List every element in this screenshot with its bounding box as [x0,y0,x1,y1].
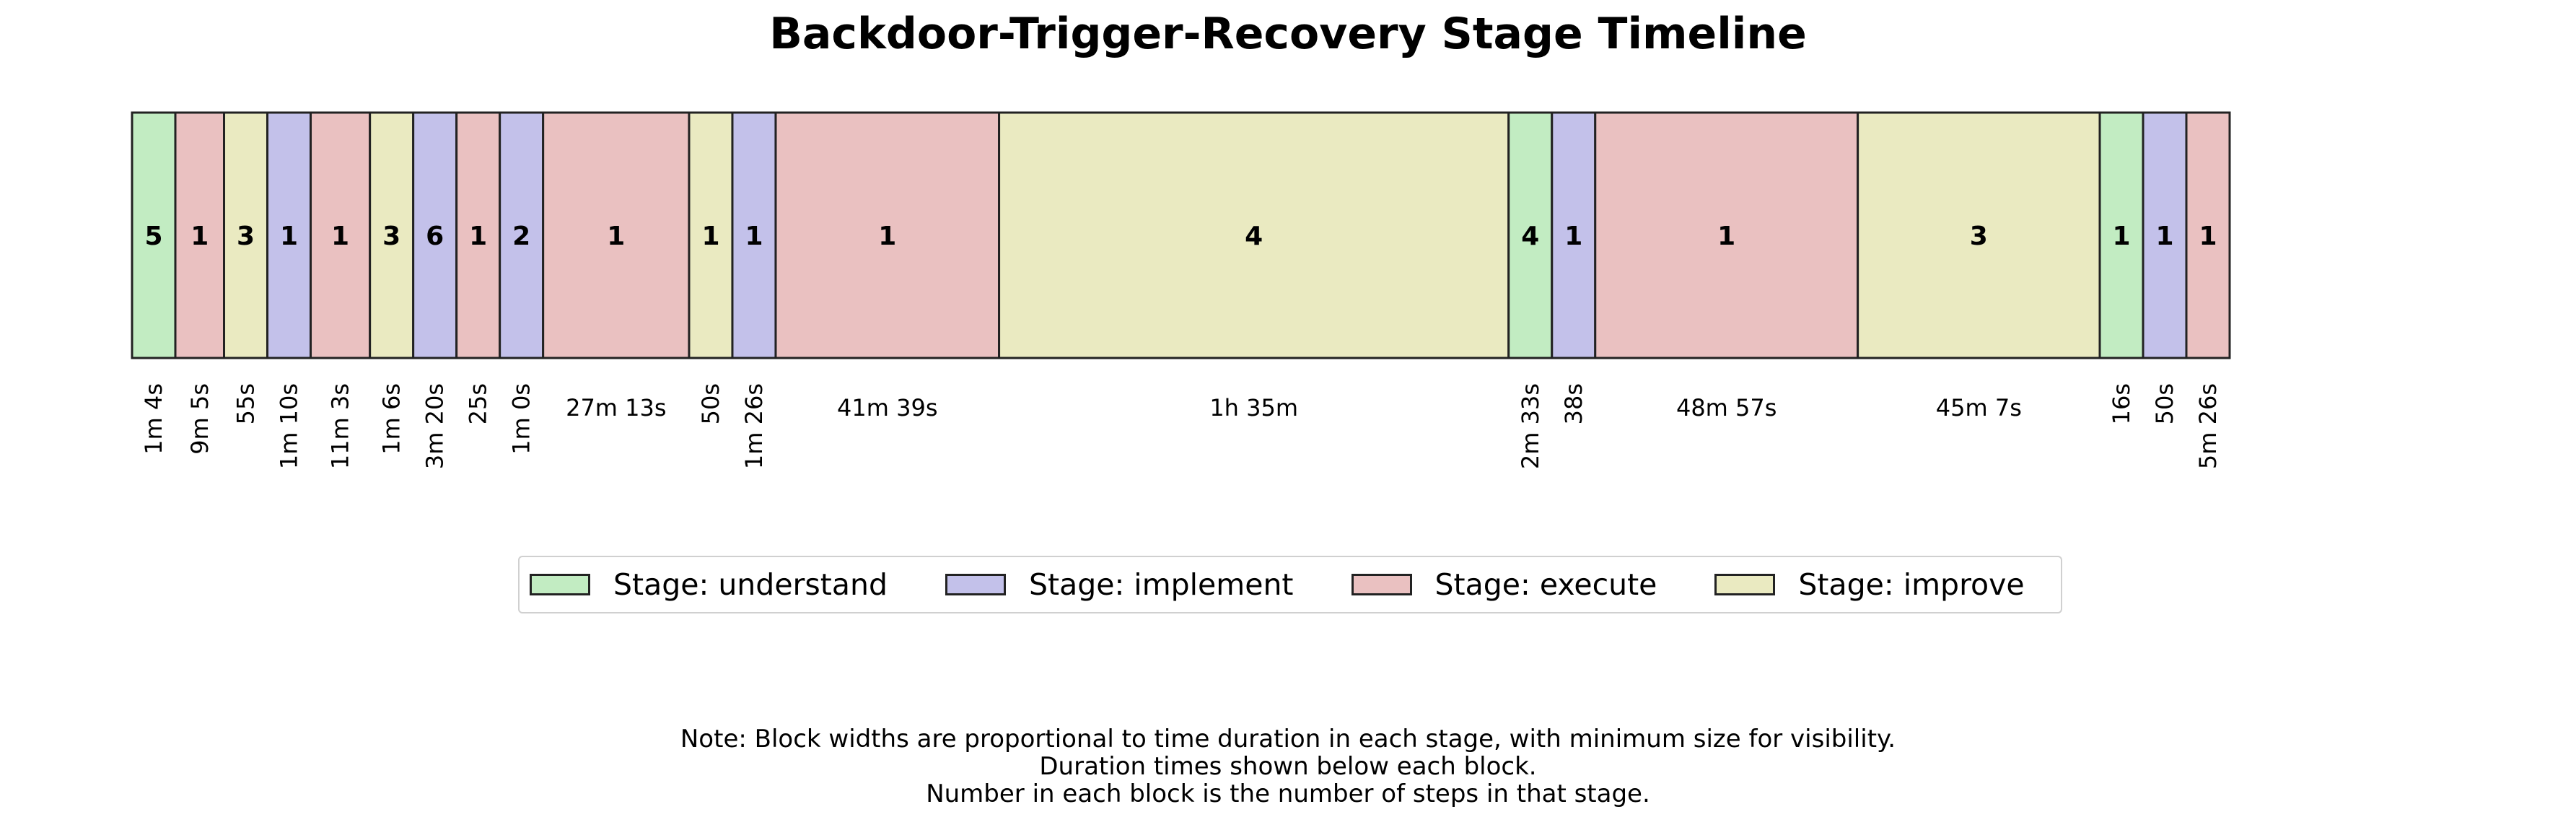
chart-note: Note: Block widths are proportional to t… [0,725,2576,808]
timeline-block-improve [998,111,1510,359]
block-duration-label: 1m 0s [508,383,535,455]
block-step-count: 3 [237,222,255,251]
block-duration-label: 1m 6s [378,383,406,455]
block-duration-label: 48m 57s [1676,394,1777,421]
block-step-count: 1 [2112,222,2130,251]
block-step-count: 1 [331,222,349,251]
legend-label-implement: Stage: implement [1028,567,1294,602]
block-step-count: 4 [1521,222,1539,251]
timeline-block-execute [174,111,226,359]
block-step-count: 1 [2155,222,2173,251]
block-duration-label: 1h 35m [1209,394,1298,421]
chart-title: Backdoor-Trigger-Recovery Stage Timeline [769,9,1807,59]
block-duration-label: 16s [2108,383,2135,424]
block-duration-label: 3m 20s [421,383,449,469]
note-line: Number in each block is the number of st… [926,779,1650,808]
block-duration-label: 1m 10s [276,383,303,469]
block-duration-label: 2m 33s [1517,383,1544,469]
timeline-block-improve [369,111,415,359]
block-step-count: 3 [382,222,400,251]
block-duration-label: 50s [2151,383,2178,424]
legend-swatch-execute [1351,574,1412,595]
timeline-block-execute [774,111,1001,359]
timeline-block-execute [542,111,691,359]
timeline-block-implement [266,111,312,359]
block-step-count: 1 [469,222,487,251]
block-step-count: 1 [1564,222,1582,251]
block-duration-label: 1m 26s [740,383,768,469]
legend-label-understand: Stage: understand [613,567,888,602]
note-line: Note: Block widths are proportional to t… [680,725,1896,753]
note-line: Duration times shown below each block. [1039,752,1537,781]
block-step-count: 1 [607,222,625,251]
block-duration-label: 27m 13s [566,394,666,421]
block-step-count: 2 [512,222,530,251]
legend-swatch-improve [1714,574,1776,595]
timeline-block-improve [1857,111,2101,359]
block-step-count: 1 [878,222,896,251]
block-step-count: 1 [701,222,719,251]
legend-label-execute: Stage: execute [1434,567,1657,602]
block-step-count: 1 [280,222,298,251]
legend: Stage: understand Stage: implement Stage… [518,556,2062,613]
block-step-count: 4 [1245,222,1263,251]
legend-swatch-understand [530,574,590,595]
timeline-block-execute [455,111,501,359]
timeline-block-execute [310,111,372,359]
block-duration-label: 45m 7s [1936,394,2022,421]
timeline-block-execute [2185,111,2231,359]
block-duration-label: 41m 39s [837,394,937,421]
block-duration-label: 25s [465,383,492,424]
block-duration-label: 38s [1560,383,1587,424]
timeline-block-implement [499,111,545,359]
block-duration-label: 1m 4s [140,383,167,455]
legend-label-improve: Stage: improve [1798,567,2025,602]
timeline-block-execute [1594,111,1859,359]
timeline-block-implement [731,111,777,359]
block-step-count: 1 [190,222,209,251]
legend-item-implement: Stage: implement [945,567,1294,602]
legend-swatch-implement [945,574,1006,595]
block-step-count: 5 [144,222,162,251]
timeline-block-improve [688,111,734,359]
legend-item-execute: Stage: execute [1351,567,1657,602]
block-duration-label: 50s [697,383,724,424]
legend-item-improve: Stage: improve [1714,567,2025,602]
block-step-count: 3 [1970,222,1988,251]
block-step-count: 1 [1717,222,1735,251]
timeline-block-understand [2098,111,2145,359]
block-step-count: 1 [745,222,763,251]
block-duration-label: 9m 5s [186,383,214,455]
block-duration-label: 5m 26s [2194,383,2222,469]
timeline-chart: 5 1m 4s 1 9m 5s 3 55s 1 1m 10s 1 11m 3s 3 1m 6s 6 3m … [131,111,2231,469]
timeline-block-understand [131,111,177,359]
block-step-count: 1 [2199,222,2217,251]
block-step-count: 6 [426,222,444,251]
block-duration-label: 55s [232,383,260,424]
legend-item-understand: Stage: understand [530,567,888,602]
timeline-block-improve [223,111,269,359]
timeline-block-implement [1551,111,1597,359]
block-duration-label: 11m 3s [327,383,354,469]
timeline-block-understand [1507,111,1554,359]
